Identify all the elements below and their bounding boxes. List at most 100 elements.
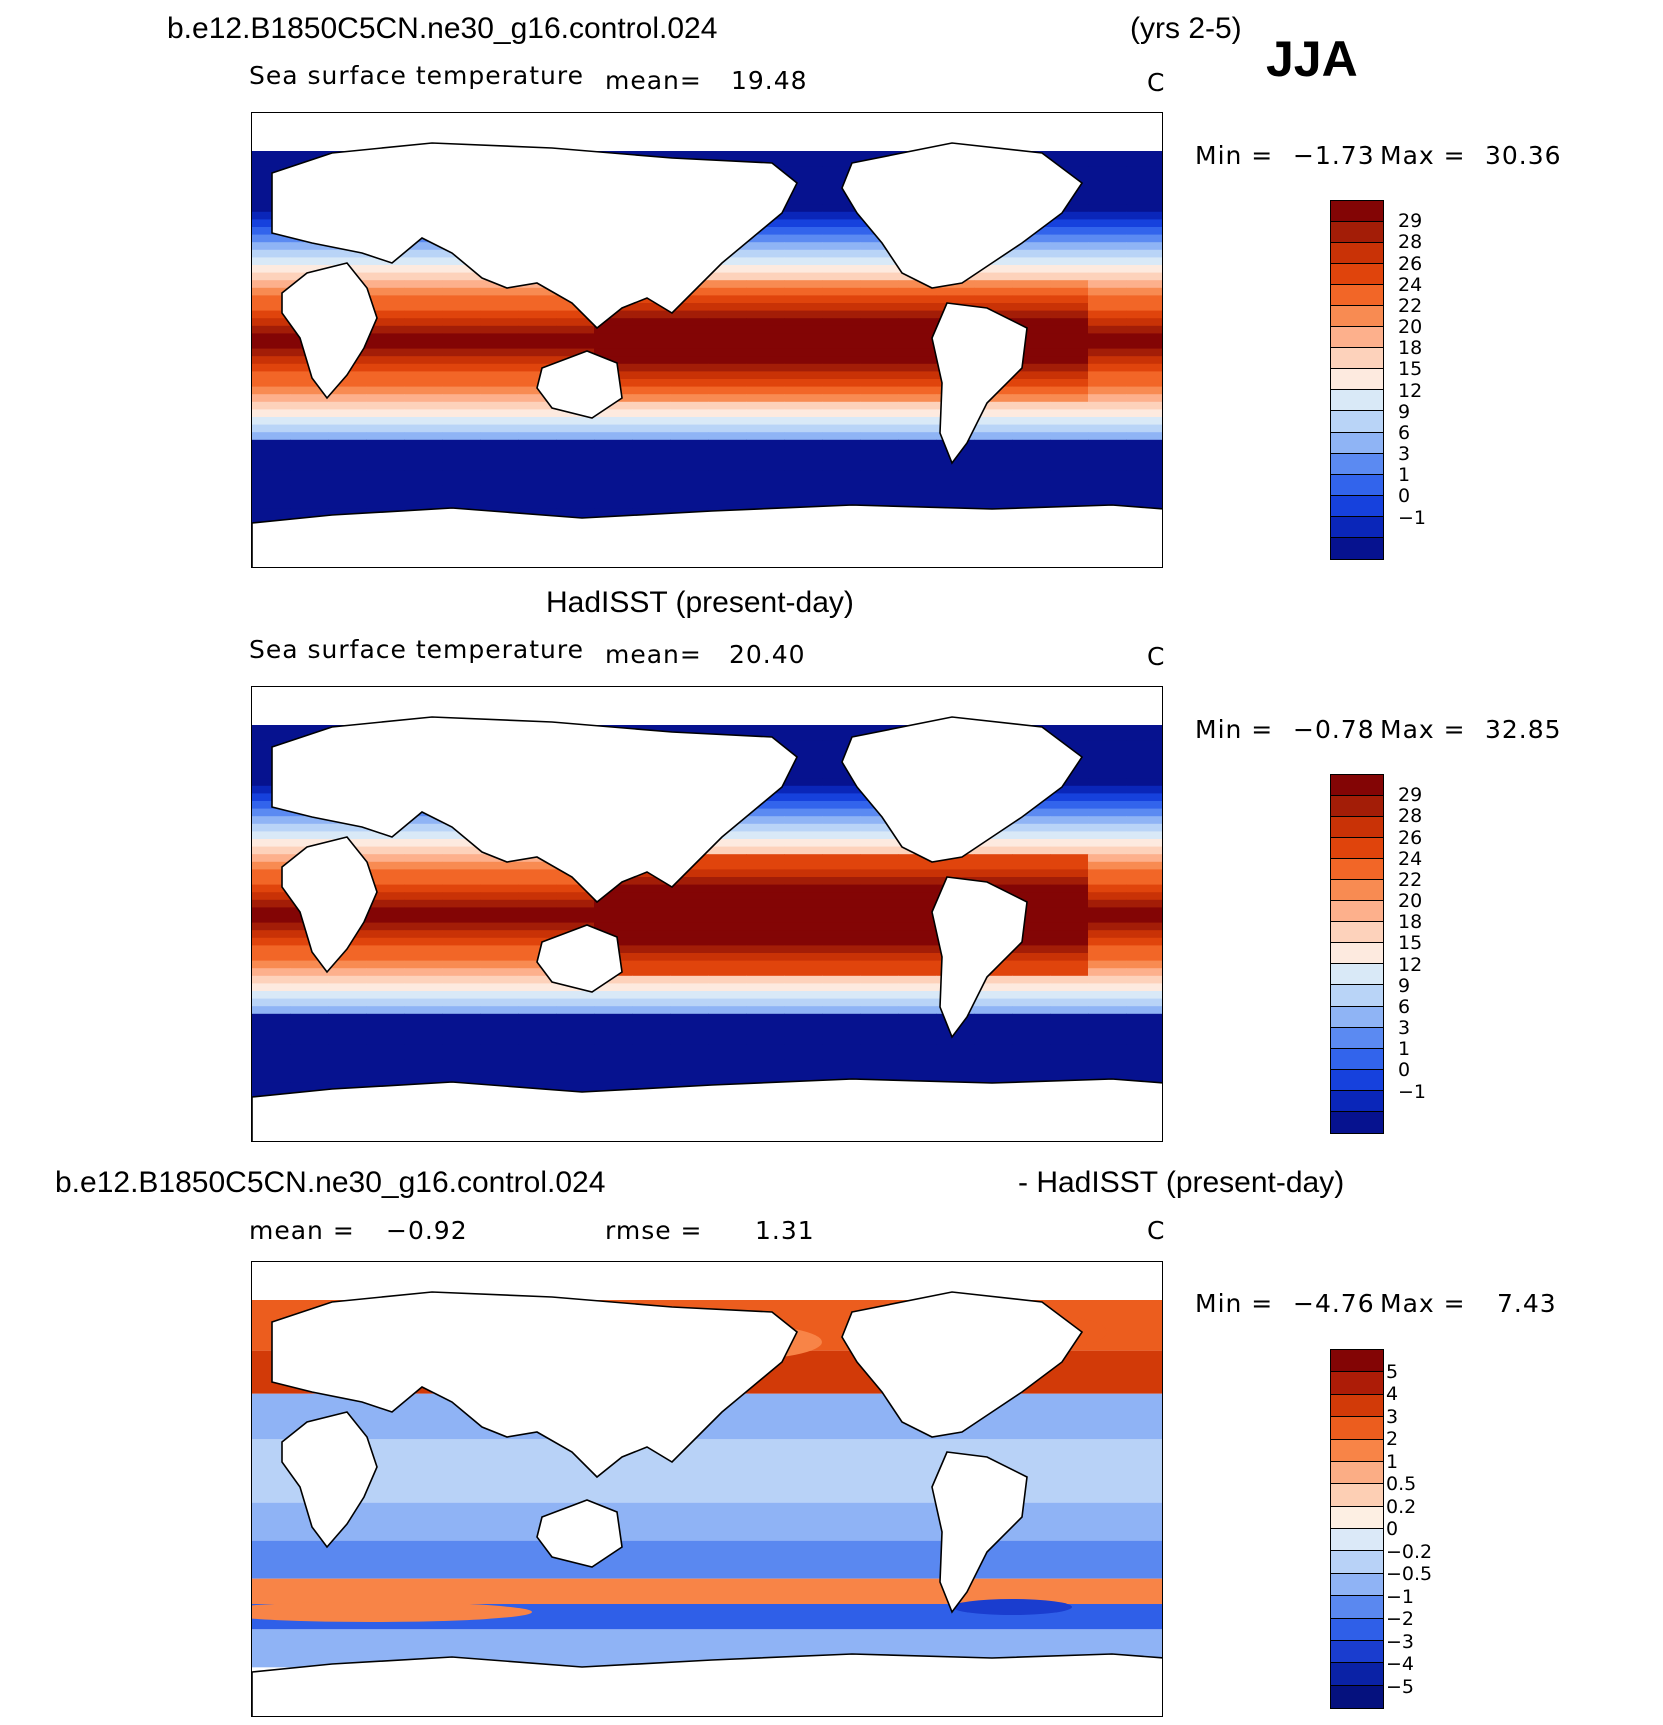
colorbar-tick-label: −2 xyxy=(1386,1608,1415,1630)
colorbar-swatch xyxy=(1331,495,1383,517)
continent-outline xyxy=(252,1653,1162,1716)
colorbar-swatch xyxy=(1331,1439,1383,1462)
colorbar-tick-label: 1 xyxy=(1398,1038,1411,1061)
colorbar-swatch xyxy=(1331,985,1383,1007)
continent-outline xyxy=(536,924,623,993)
season-label: JJA xyxy=(1266,31,1358,87)
continent-outline xyxy=(931,302,1028,465)
colorbar-swatch xyxy=(1331,1573,1383,1597)
colorbar-tick-label: 18 xyxy=(1398,337,1423,360)
colorbar-swatch xyxy=(1331,838,1383,860)
panel1-units: C xyxy=(1147,68,1166,97)
colorbar-swatch xyxy=(1331,1618,1383,1641)
colorbar-swatch xyxy=(1331,1529,1383,1552)
panel1-min-value: −1.73 xyxy=(1293,141,1375,170)
panel2-min-value: −0.78 xyxy=(1293,715,1375,744)
colorbar-tick-label: 15 xyxy=(1398,932,1423,955)
continent-outline xyxy=(931,1451,1028,1614)
colorbar-swatch xyxy=(1331,1350,1383,1373)
continent-outline xyxy=(536,1499,623,1568)
continent-outline xyxy=(281,262,378,400)
panel2-units: C xyxy=(1147,642,1166,671)
colorbar-swatch xyxy=(1331,348,1383,370)
colorbar-swatch xyxy=(1331,453,1383,475)
panel1-min-label: Min = xyxy=(1195,141,1274,170)
colorbar-tick-label: 9 xyxy=(1398,974,1411,997)
continent-outline xyxy=(536,350,623,419)
panel2-min-label: Min = xyxy=(1195,715,1274,744)
colorbar-tick-label: 3 xyxy=(1398,443,1411,466)
continent-outline xyxy=(271,716,799,904)
continent-outline xyxy=(281,1411,378,1549)
colorbar-tick-label: 20 xyxy=(1398,890,1423,913)
colorbar-swatch xyxy=(1331,901,1383,923)
colorbar-tick-label: 2 xyxy=(1386,1428,1399,1450)
colorbar-swatch xyxy=(1331,1090,1383,1112)
continent-outline xyxy=(271,142,799,330)
colorbar-swatch xyxy=(1331,369,1383,391)
colorbar-swatch xyxy=(1331,796,1383,818)
colorbar-swatch xyxy=(1331,327,1383,349)
colorbar-tick-label: 0 xyxy=(1398,1059,1411,1082)
colorbar-tick-label: 26 xyxy=(1398,826,1423,849)
colorbar-swatch xyxy=(1331,817,1383,839)
panel3-difference-map xyxy=(251,1261,1163,1717)
panel3-max-value: 7.43 xyxy=(1497,1289,1557,1318)
colorbar-tick-label: 5 xyxy=(1386,1360,1399,1383)
colorbar-swatch xyxy=(1331,537,1383,559)
panel1-sst-map xyxy=(251,112,1163,568)
colorbar-swatch xyxy=(1331,1006,1383,1028)
colorbar-swatch xyxy=(1331,1685,1383,1708)
colorbar-tick-label: 0.2 xyxy=(1386,1495,1417,1518)
colorbar-tick-label: 1 xyxy=(1386,1450,1399,1473)
colorbar-tick-label: −5 xyxy=(1386,1675,1415,1698)
colorbar-tick-label: 0 xyxy=(1386,1518,1399,1540)
panel3-rmse-value: 1.31 xyxy=(755,1216,815,1245)
colorbar-tick-label: 12 xyxy=(1398,379,1423,402)
colorbar-swatch xyxy=(1331,432,1383,454)
colorbar-tick-label: 28 xyxy=(1398,231,1423,254)
colorbar-swatch xyxy=(1331,1596,1383,1619)
panel1-max-value: 30.36 xyxy=(1485,141,1562,170)
colorbar-swatch xyxy=(1331,1069,1383,1091)
colorbar-tick-label: 6 xyxy=(1398,421,1411,444)
panel3-min-value: −4.76 xyxy=(1293,1289,1375,1318)
panel1-mean-value: 19.48 xyxy=(731,66,808,95)
colorbar-tick-label: −0.5 xyxy=(1386,1563,1433,1585)
continent-outline xyxy=(931,876,1028,1039)
colorbar-tick-label: 12 xyxy=(1398,953,1423,976)
colorbar-tick-label: 3 xyxy=(1398,1017,1411,1040)
colorbar-tick-label: 18 xyxy=(1398,911,1423,934)
colorbar-swatch xyxy=(1331,943,1383,965)
panel2-mean-value: 20.40 xyxy=(729,640,806,669)
colorbar-swatch xyxy=(1331,1551,1383,1574)
panel3-colorbar xyxy=(1330,1349,1384,1709)
colorbar-swatch xyxy=(1331,390,1383,412)
continent-outline xyxy=(841,1291,1084,1438)
continent-outline xyxy=(252,1078,1162,1141)
years-label: (yrs 2-5) xyxy=(1130,12,1242,45)
colorbar-tick-label: 28 xyxy=(1398,805,1423,828)
colorbar-tick-label: 24 xyxy=(1398,273,1423,296)
continent-outline xyxy=(281,836,378,974)
panel1-variable: Sea surface temperature xyxy=(249,61,584,90)
panel1-max-label: Max = xyxy=(1380,141,1466,170)
colorbar-tick-label: −1 xyxy=(1386,1585,1415,1608)
colorbar-swatch xyxy=(1331,1484,1383,1507)
colorbar-tick-label: −0.2 xyxy=(1386,1540,1433,1563)
colorbar-tick-label: 26 xyxy=(1398,252,1423,275)
colorbar-tick-label: −1 xyxy=(1398,506,1427,529)
panel3-title-right: - HadISST (present-day) xyxy=(1018,1166,1345,1199)
colorbar-tick-label: 29 xyxy=(1398,210,1423,233)
colorbar-swatch xyxy=(1331,922,1383,944)
panel2-mean-label: mean= xyxy=(605,640,702,669)
panel2-max-value: 32.85 xyxy=(1485,715,1562,744)
colorbar-tick-label: 4 xyxy=(1386,1383,1399,1405)
panel2-sst-map xyxy=(251,686,1163,1142)
colorbar-swatch xyxy=(1331,474,1383,496)
colorbar-swatch xyxy=(1331,243,1383,265)
panel3-max-label: Max = xyxy=(1380,1289,1466,1318)
colorbar-tick-label: 15 xyxy=(1398,358,1423,381)
colorbar-swatch xyxy=(1331,1372,1383,1395)
colorbar-swatch xyxy=(1331,1663,1383,1686)
